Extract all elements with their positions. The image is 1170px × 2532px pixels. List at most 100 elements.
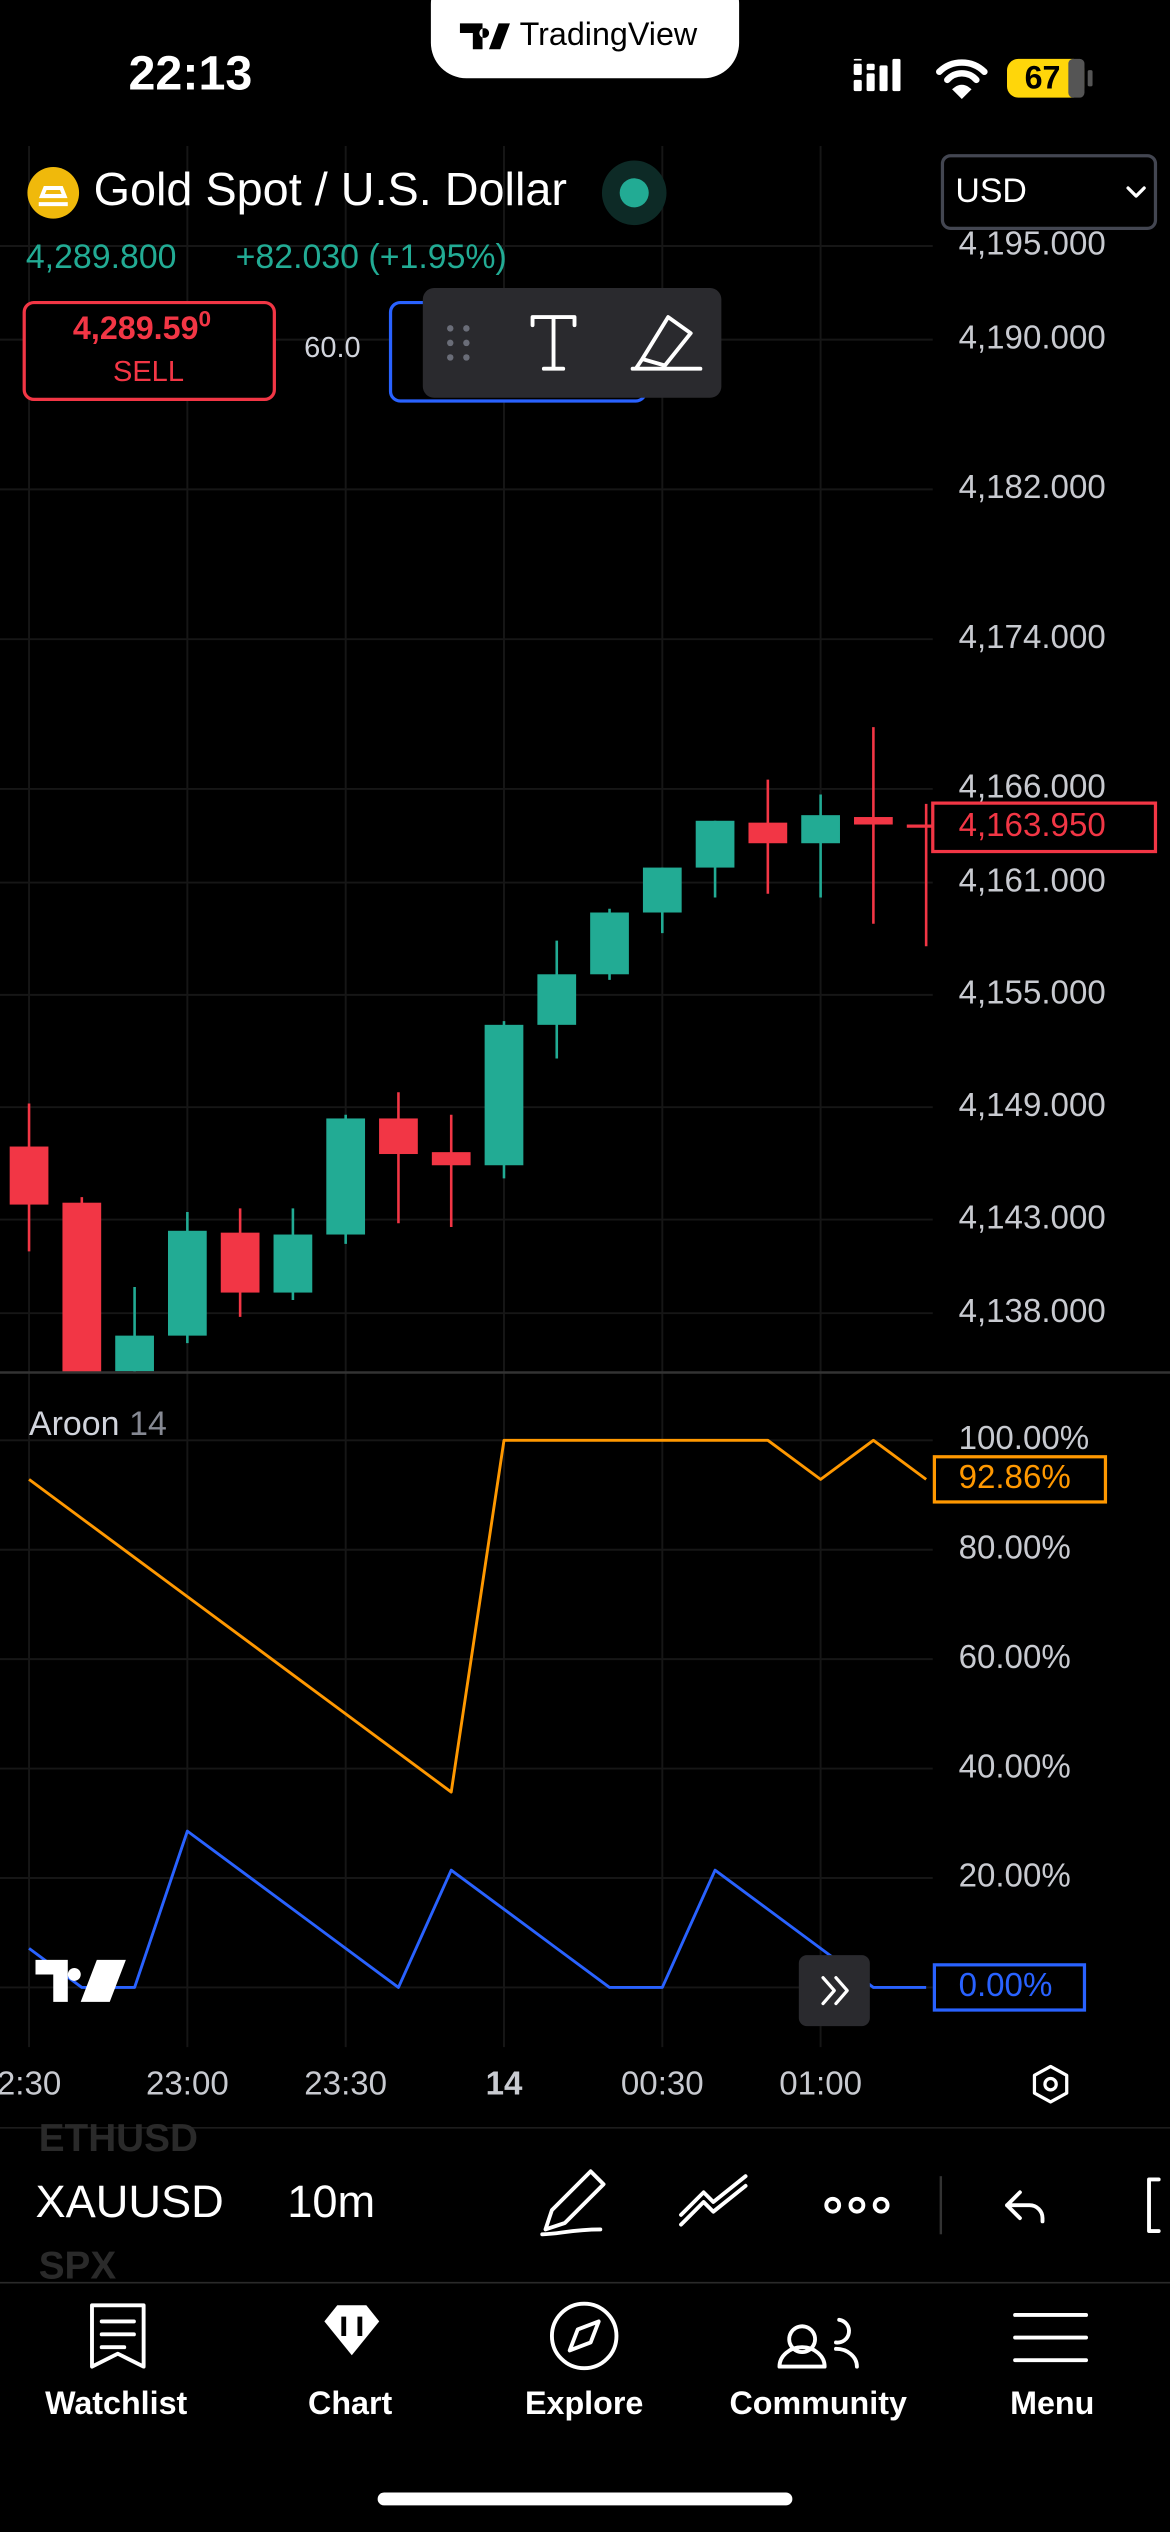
y-tick-label: 4,166.000 bbox=[959, 769, 1106, 806]
candle-body bbox=[167, 1230, 207, 1336]
scroll-icon bbox=[821, 1976, 849, 2006]
status-time: 22:13 bbox=[129, 46, 253, 100]
indicator-name: Aroon bbox=[29, 1405, 119, 1443]
last-price: 4,289.800 bbox=[26, 238, 177, 276]
candle-body bbox=[220, 1232, 260, 1293]
y-tick-label: 4,149.000 bbox=[959, 1087, 1106, 1124]
tab-explore[interactable]: Explore bbox=[525, 2385, 643, 2421]
last-value-label: 92.86% bbox=[959, 1459, 1071, 1496]
aroon-line bbox=[28, 1438, 928, 1794]
candle-body bbox=[801, 815, 840, 844]
x-tick-label: 23:30 bbox=[304, 2066, 387, 2103]
sell-label: SELL bbox=[113, 356, 184, 388]
last-value-box bbox=[932, 1963, 1087, 2012]
tab-menu[interactable]: Menu bbox=[1010, 2385, 1094, 2421]
toolbar-grip bbox=[447, 325, 470, 361]
sell-price-small: 0 bbox=[199, 306, 212, 331]
aroon-lines bbox=[28, 1438, 928, 1989]
tab-community[interactable]: Community bbox=[729, 2385, 907, 2421]
candle-body bbox=[484, 1024, 524, 1166]
community-icon bbox=[777, 2317, 859, 2369]
banner-pill[interactable] bbox=[430, 0, 740, 79]
candle-body bbox=[326, 1118, 366, 1235]
banner-logo bbox=[459, 23, 510, 50]
watchlist-icon bbox=[90, 2303, 146, 2369]
battery-level: 67 bbox=[1025, 59, 1061, 95]
x-tick-label: 23:00 bbox=[146, 2066, 229, 2103]
draw-icon[interactable] bbox=[540, 2169, 606, 2237]
x-tick-label: 14 bbox=[486, 2066, 523, 2103]
candle-body bbox=[748, 822, 788, 844]
y-tick-label: 20.00% bbox=[959, 1858, 1071, 1895]
y-tick-label: 60.00% bbox=[959, 1639, 1071, 1676]
gold-bars bbox=[38, 185, 68, 207]
y-tick-label: 4,174.000 bbox=[959, 619, 1106, 656]
y-tick-label: 40.00% bbox=[959, 1748, 1071, 1785]
y-tick-label: 4,195.000 bbox=[959, 226, 1106, 263]
wifi-icon bbox=[935, 59, 988, 99]
candle-body bbox=[854, 817, 893, 825]
indicator-title: Aroon 14 bbox=[29, 1405, 167, 1443]
candles bbox=[9, 727, 933, 1373]
candle-body bbox=[906, 824, 933, 828]
banner-text: TradingView bbox=[520, 16, 698, 52]
y-tick-label: 4,190.000 bbox=[959, 319, 1106, 356]
indicator-length: 14 bbox=[129, 1405, 167, 1443]
y-tick-label: 80.00% bbox=[959, 1529, 1071, 1566]
market-status-dot[interactable] bbox=[619, 178, 649, 208]
candle-body bbox=[431, 1152, 471, 1166]
y-tick-label: 4,155.000 bbox=[959, 975, 1106, 1012]
y-tick-label: 4,138.000 bbox=[959, 1293, 1106, 1330]
symbol-icon bbox=[27, 167, 80, 219]
x-tick-label: 00:30 bbox=[621, 2066, 704, 2103]
symbol-prev[interactable]: ETHUSD bbox=[39, 2117, 198, 2160]
candle-body bbox=[9, 1146, 49, 1205]
symbol-current[interactable]: XAUUSD bbox=[36, 2176, 224, 2227]
battery-tip bbox=[1087, 70, 1093, 87]
indicators-icon[interactable] bbox=[679, 2174, 748, 2227]
candle-body bbox=[537, 974, 577, 1025]
price-change: +82.030 (+1.95%) bbox=[236, 238, 507, 276]
text-tool[interactable] bbox=[530, 315, 577, 371]
chart-icon-candles bbox=[341, 2316, 363, 2336]
more-icon[interactable] bbox=[824, 2196, 890, 2214]
x-tick-label: 2:30 bbox=[0, 2066, 61, 2103]
explore-needle bbox=[567, 2319, 601, 2353]
spread: 60.0 bbox=[304, 332, 361, 364]
symbol-next[interactable]: SPX bbox=[39, 2244, 117, 2287]
currency: USD bbox=[955, 172, 1027, 210]
undo-icon[interactable] bbox=[1005, 2190, 1045, 2224]
sell-price: 4,289.590 bbox=[73, 306, 211, 345]
currency-select[interactable] bbox=[940, 154, 1158, 230]
highlighter-tool[interactable] bbox=[630, 315, 703, 371]
symbol-name[interactable]: Gold Spot / U.S. Dollar bbox=[94, 163, 567, 215]
x-tick-label: 01:00 bbox=[779, 2066, 862, 2103]
last-value-box bbox=[932, 1455, 1108, 1504]
battery-empty bbox=[1068, 58, 1085, 98]
last-price-box bbox=[931, 801, 1158, 854]
fullscreen-icon[interactable] bbox=[1147, 2177, 1161, 2233]
sell-button[interactable] bbox=[22, 300, 276, 402]
interval[interactable]: 10m bbox=[287, 2176, 375, 2227]
y-tick-label: 4,161.000 bbox=[959, 862, 1106, 899]
battery bbox=[1007, 58, 1085, 98]
aroon-line bbox=[28, 1829, 927, 1989]
candle-body bbox=[590, 912, 629, 975]
sell-price-main: 4,289.59 bbox=[73, 310, 199, 346]
candle-body bbox=[115, 1335, 154, 1372]
settings-icon[interactable] bbox=[1032, 2064, 1069, 2104]
signal-icon bbox=[853, 58, 901, 92]
candle-body bbox=[379, 1118, 418, 1155]
chevron-down bbox=[1126, 186, 1146, 198]
candle-body bbox=[273, 1234, 313, 1293]
last-price-label: 4,163.950 bbox=[959, 807, 1106, 844]
y-tick-label: 4,143.000 bbox=[959, 1199, 1106, 1236]
last-value-label: 0.00% bbox=[959, 1967, 1053, 2004]
tab-watchlist[interactable]: Watchlist bbox=[45, 2385, 187, 2421]
candle-body bbox=[642, 867, 682, 913]
settings-center bbox=[1043, 2076, 1058, 2092]
menu-icon bbox=[1013, 2313, 1089, 2363]
tab-chart[interactable]: Chart bbox=[308, 2385, 393, 2421]
